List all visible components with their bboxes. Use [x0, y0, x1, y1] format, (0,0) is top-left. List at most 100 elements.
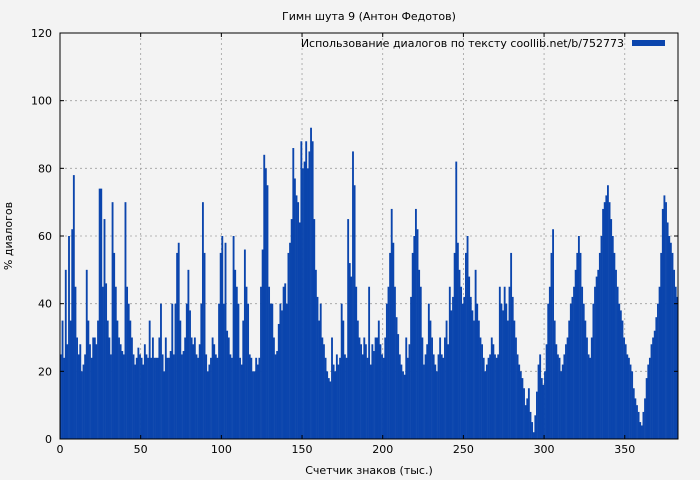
bar [394, 286, 396, 439]
bar [627, 357, 630, 439]
bar [181, 354, 183, 439]
bar [427, 303, 430, 439]
bar [77, 354, 80, 439]
bar [84, 354, 87, 439]
bar [403, 374, 406, 439]
bar [271, 303, 274, 439]
bar [300, 141, 303, 439]
bar [548, 286, 551, 439]
x-tick-label: 350 [614, 443, 635, 456]
bar [247, 303, 250, 439]
bar [566, 337, 569, 439]
bar [406, 357, 409, 439]
bar [311, 141, 314, 439]
bar [282, 286, 285, 439]
x-axis-label: Счетчик знаков (тыс.) [305, 464, 433, 477]
bar [608, 202, 611, 439]
bar [364, 344, 367, 439]
bar [198, 344, 201, 439]
bar [292, 148, 295, 439]
bar [385, 303, 388, 439]
bar [369, 364, 372, 439]
bar [60, 354, 62, 439]
bar [440, 354, 443, 439]
bar [85, 269, 88, 439]
bar [668, 236, 671, 439]
bar [416, 229, 419, 439]
bar [337, 364, 340, 439]
bar [673, 269, 676, 439]
bar [326, 371, 329, 439]
bar [68, 236, 70, 439]
bar [132, 354, 135, 439]
bar [534, 415, 537, 439]
bar [185, 303, 188, 439]
bar [256, 364, 259, 439]
bar [161, 354, 164, 439]
bar [248, 354, 251, 439]
bar [384, 337, 387, 439]
bar [503, 286, 506, 439]
bar [242, 320, 245, 439]
bar [281, 310, 283, 439]
bar [395, 317, 398, 439]
bar [302, 168, 304, 439]
bar [435, 371, 438, 439]
bar [352, 151, 354, 440]
bar [645, 378, 648, 439]
bar [589, 357, 592, 439]
bar [172, 354, 175, 439]
bar [613, 252, 616, 439]
bar [335, 354, 338, 439]
bar [657, 303, 659, 439]
bar [632, 388, 635, 439]
bar [143, 344, 146, 439]
bar [343, 354, 346, 439]
bar [618, 303, 621, 439]
bar [421, 337, 424, 439]
bar [156, 357, 159, 439]
bar [465, 252, 467, 439]
bar [126, 286, 129, 439]
bar [240, 364, 243, 439]
bar [342, 320, 345, 439]
bar [163, 371, 166, 439]
bar [306, 168, 309, 439]
bar [658, 286, 661, 439]
bar [456, 242, 459, 439]
bar [610, 219, 613, 439]
bar [205, 354, 208, 439]
bar [487, 357, 490, 439]
bar [398, 354, 401, 439]
bar [437, 354, 440, 439]
bar [135, 357, 138, 439]
bar [518, 364, 521, 439]
bar [634, 398, 637, 439]
bar [187, 269, 190, 439]
bar [577, 236, 580, 439]
bar [82, 364, 85, 439]
bar [232, 236, 235, 439]
bar [611, 236, 614, 439]
bar [505, 303, 508, 439]
y-tick-label: 60 [38, 230, 52, 243]
bar [179, 320, 182, 439]
bar [221, 236, 224, 439]
bar [432, 354, 435, 439]
bar [182, 351, 185, 439]
bar [571, 296, 574, 439]
bar [368, 286, 371, 439]
bar [523, 388, 525, 439]
bar [106, 320, 109, 439]
bar [510, 252, 513, 439]
bar [113, 252, 116, 439]
bar [289, 242, 291, 439]
y-tick-label: 100 [31, 95, 52, 108]
bar [502, 310, 504, 439]
bar [513, 320, 516, 439]
bar [210, 357, 212, 439]
bar [581, 286, 584, 439]
bar [297, 202, 300, 439]
bar [264, 168, 267, 439]
bar [76, 337, 78, 439]
